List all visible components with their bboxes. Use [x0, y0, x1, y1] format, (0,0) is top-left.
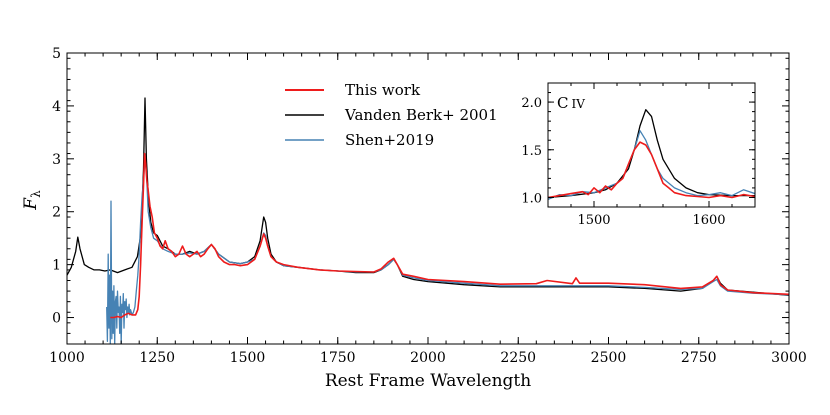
main-ytick-label: 0 [52, 311, 61, 327]
main-plot-axes: 1000 1250 1500 1750 2000 2250 2500 2750 3000 0 1 2 3… [49, 46, 807, 366]
main-ytick-label: 5 [52, 46, 61, 62]
inset-ytick-label: 2.0 [521, 96, 542, 111]
main-xtick-label: 2250 [500, 350, 536, 366]
main-xtick-label: 2750 [681, 350, 717, 366]
legend-label-vanden-berk: Vanden Berk+ 2001 [344, 106, 498, 124]
main-xtick-label: 3000 [771, 350, 807, 366]
y-axis-label: Fλ [21, 190, 43, 211]
legend-label-shen: Shen+2019 [345, 131, 434, 149]
inset-frame [547, 82, 756, 208]
inset-plot-axes: 1500 1600 1.0 1.5 2.0 [521, 82, 756, 228]
inset-annotation-civ: C IV [557, 94, 585, 112]
inset-xtick-label: 1500 [577, 213, 610, 228]
inset-xtick-label: 1600 [692, 213, 725, 228]
inset-ytick-label: 1.0 [521, 191, 542, 206]
x-axis-label: Rest Frame Wavelength [325, 371, 531, 391]
main-plot-marks [67, 97, 789, 344]
inset-series-vanden-berk-2001 [548, 109, 755, 199]
legend: This work Vanden Berk+ 2001 Shen+2019 [285, 81, 498, 149]
main-xtick-label: 2000 [410, 350, 446, 366]
main-ytick-label: 4 [52, 99, 61, 115]
inset-ytick-label: 1.5 [521, 144, 542, 159]
main-ytick-label: 1 [52, 258, 61, 274]
legend-label-this-work: This work [345, 81, 421, 99]
main-xtick-label: 1500 [230, 350, 266, 366]
inset-series-this-work [548, 141, 755, 199]
main-xtick-label: 1250 [139, 350, 175, 366]
main-ytick-label: 2 [52, 205, 61, 221]
inset-plot-marks [548, 109, 755, 200]
main-ytick-label: 3 [52, 152, 61, 168]
main-xtick-label: 2500 [591, 350, 627, 366]
main-series-shen-2019 [106, 158, 789, 344]
main-xtick-label: 1750 [320, 350, 356, 366]
main-series-this-work [110, 152, 789, 319]
main-xtick-label: 1000 [49, 350, 85, 366]
inset-background [548, 83, 755, 207]
